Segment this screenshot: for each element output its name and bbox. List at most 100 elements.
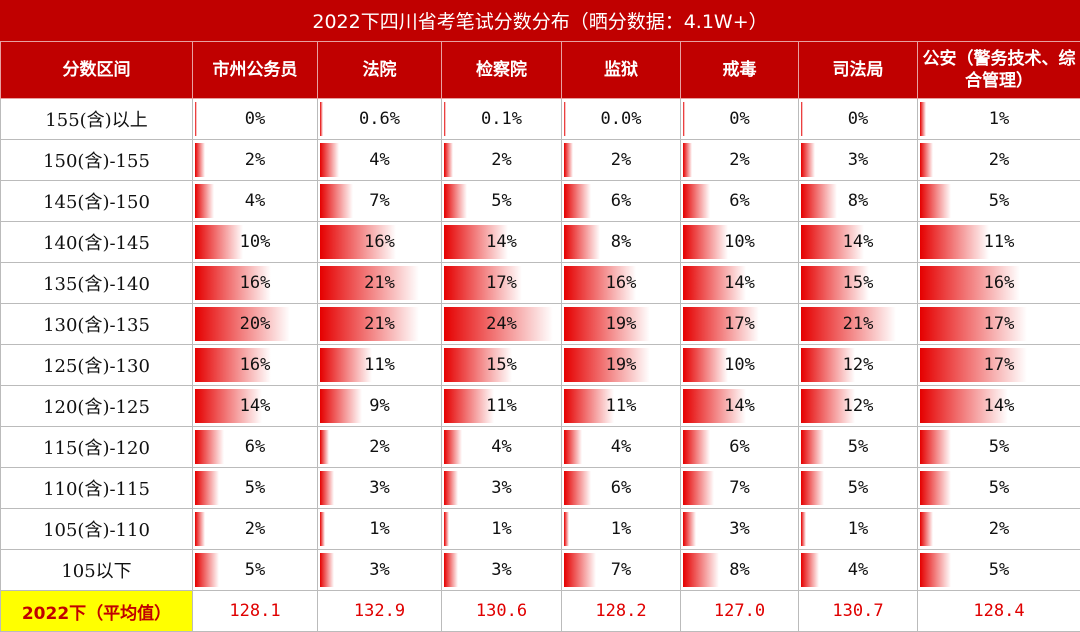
- value-cell: 16%: [562, 263, 681, 304]
- value-cell: 2%: [562, 140, 681, 181]
- value-cell: 3%: [318, 550, 442, 591]
- value-label: 5%: [491, 191, 511, 211]
- value-cell: 2%: [681, 140, 799, 181]
- data-bar: [564, 102, 566, 136]
- value-label: 3%: [369, 478, 389, 498]
- value-label: 4%: [848, 560, 868, 580]
- data-bar: [920, 184, 951, 218]
- value-cell: 5%: [918, 550, 1080, 591]
- value-label: 11%: [606, 396, 637, 416]
- value-label: 1%: [611, 519, 631, 539]
- data-bar: [683, 512, 696, 546]
- value-label: 16%: [984, 273, 1015, 293]
- value-label: 12%: [843, 396, 874, 416]
- value-label: 1%: [369, 519, 389, 539]
- data-bar: [801, 553, 819, 587]
- average-value: 132.9: [318, 591, 442, 632]
- value-cell: 10%: [193, 222, 318, 263]
- value-cell: 16%: [193, 263, 318, 304]
- value-cell: 0.1%: [442, 99, 562, 140]
- value-cell: 14%: [193, 386, 318, 427]
- data-bar: [801, 102, 803, 136]
- value-label: 14%: [240, 396, 271, 416]
- value-label: 0%: [848, 109, 868, 129]
- value-label: 14%: [843, 232, 874, 252]
- value-cell: 6%: [681, 427, 799, 468]
- data-bar: [320, 143, 339, 177]
- data-bar: [195, 143, 205, 177]
- value-label: 11%: [364, 355, 395, 375]
- row-label: 140(含)-145: [1, 222, 193, 263]
- data-bar: [444, 471, 458, 505]
- value-label: 4%: [491, 437, 511, 457]
- data-bar: [195, 430, 224, 464]
- row-label: 135(含)-140: [1, 263, 193, 304]
- data-bar: [444, 143, 453, 177]
- data-bar: [195, 512, 205, 546]
- data-bar: [683, 143, 692, 177]
- value-cell: 3%: [442, 550, 562, 591]
- value-cell: 8%: [562, 222, 681, 263]
- value-cell: 12%: [799, 345, 918, 386]
- value-cell: 16%: [918, 263, 1080, 304]
- value-cell: 12%: [799, 386, 918, 427]
- value-cell: 2%: [918, 140, 1080, 181]
- row-label: 105(含)-110: [1, 509, 193, 550]
- data-bar: [920, 143, 933, 177]
- value-label: 14%: [724, 396, 755, 416]
- data-bar: [195, 553, 219, 587]
- value-cell: 1%: [799, 509, 918, 550]
- value-cell: 5%: [918, 427, 1080, 468]
- value-cell: 2%: [193, 509, 318, 550]
- value-cell: 2%: [918, 509, 1080, 550]
- header-column: 戒毒: [681, 42, 799, 99]
- data-bar: [801, 143, 815, 177]
- header-score-range: 分数区间: [1, 42, 193, 99]
- data-bar: [444, 184, 467, 218]
- value-cell: 6%: [562, 468, 681, 509]
- value-label: 0%: [245, 109, 265, 129]
- value-label: 6%: [611, 191, 631, 211]
- value-cell: 17%: [681, 304, 799, 345]
- value-label: 2%: [729, 150, 749, 170]
- value-cell: 10%: [681, 222, 799, 263]
- value-label: 10%: [240, 232, 271, 252]
- value-label: 16%: [364, 232, 395, 252]
- value-cell: 1%: [562, 509, 681, 550]
- value-label: 15%: [843, 273, 874, 293]
- value-cell: 17%: [442, 263, 562, 304]
- average-value: 130.6: [442, 591, 562, 632]
- value-label: 10%: [724, 355, 755, 375]
- data-bar: [801, 471, 824, 505]
- value-cell: 5%: [193, 468, 318, 509]
- value-label: 6%: [611, 478, 631, 498]
- data-bar: [920, 430, 951, 464]
- value-cell: 9%: [318, 386, 442, 427]
- value-label: 14%: [984, 396, 1015, 416]
- data-bar: [195, 102, 197, 136]
- value-cell: 1%: [918, 99, 1080, 140]
- value-label: 5%: [989, 437, 1009, 457]
- data-bar: [564, 430, 582, 464]
- value-cell: 4%: [193, 181, 318, 222]
- value-cell: 6%: [193, 427, 318, 468]
- value-cell: 7%: [681, 468, 799, 509]
- value-label: 7%: [369, 191, 389, 211]
- value-cell: 17%: [918, 304, 1080, 345]
- value-cell: 5%: [918, 468, 1080, 509]
- value-label: 12%: [843, 355, 874, 375]
- value-label: 2%: [245, 519, 265, 539]
- data-bar: [920, 471, 951, 505]
- data-bar: [683, 225, 728, 259]
- value-label: 2%: [989, 150, 1009, 170]
- value-cell: 3%: [799, 140, 918, 181]
- value-label: 4%: [611, 437, 631, 457]
- value-label: 3%: [369, 560, 389, 580]
- value-cell: 20%: [193, 304, 318, 345]
- average-value: 128.4: [918, 591, 1080, 632]
